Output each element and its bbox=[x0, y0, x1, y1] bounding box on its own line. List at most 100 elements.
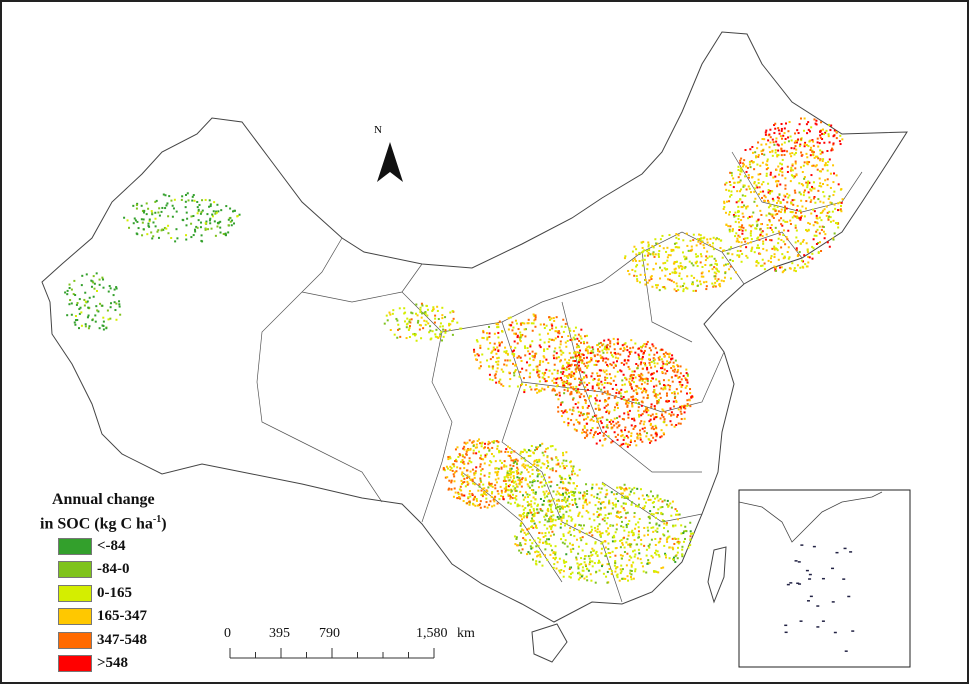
soc-pixel bbox=[639, 376, 642, 379]
soc-pixel bbox=[498, 344, 501, 347]
soc-pixel bbox=[623, 546, 626, 549]
soc-pixel bbox=[656, 402, 659, 405]
soc-pixel bbox=[625, 526, 628, 529]
soc-pixel bbox=[638, 358, 641, 361]
soc-pixel bbox=[688, 260, 691, 263]
soc-pixel bbox=[728, 181, 731, 184]
soc-pixel bbox=[793, 269, 796, 272]
soc-pixel bbox=[523, 511, 526, 514]
soc-pixel bbox=[674, 508, 677, 511]
soc-pixel bbox=[574, 491, 577, 494]
soc-pixel bbox=[642, 352, 645, 355]
soc-pixel bbox=[488, 449, 491, 452]
soc-pixel bbox=[811, 252, 814, 255]
soc-pixel bbox=[666, 503, 669, 506]
soc-pixel bbox=[522, 508, 525, 511]
soc-pixel bbox=[803, 191, 806, 194]
soc-pixel bbox=[641, 374, 644, 377]
soc-pixel bbox=[583, 431, 586, 434]
soc-pixel bbox=[586, 350, 589, 353]
soc-pixel bbox=[570, 465, 573, 468]
soc-pixel bbox=[780, 154, 783, 157]
soc-pixel bbox=[423, 311, 426, 314]
soc-pixel bbox=[659, 417, 662, 420]
soc-pixel bbox=[489, 500, 492, 503]
soc-pixel bbox=[670, 514, 673, 517]
soc-pixel bbox=[563, 499, 566, 502]
soc-pixel bbox=[583, 357, 586, 360]
soc-pixel bbox=[639, 436, 642, 439]
soc-pixel bbox=[600, 547, 603, 550]
soc-pixel bbox=[790, 211, 793, 214]
soc-pixel bbox=[787, 136, 790, 139]
soc-pixel bbox=[643, 420, 646, 423]
soc-pixel bbox=[197, 210, 200, 213]
soc-pixel bbox=[157, 229, 160, 232]
soc-pixel bbox=[610, 512, 613, 515]
soc-pixel bbox=[787, 246, 790, 249]
soc-pixel bbox=[624, 429, 627, 432]
soc-pixel bbox=[526, 322, 529, 325]
soc-pixel bbox=[794, 224, 797, 227]
soc-pixel bbox=[466, 480, 469, 483]
soc-pixel bbox=[439, 333, 442, 336]
soc-pixel bbox=[530, 511, 533, 514]
soc-pixel bbox=[795, 209, 798, 212]
soc-pixel bbox=[619, 511, 622, 514]
soc-pixel bbox=[787, 257, 790, 260]
soc-pixel bbox=[742, 215, 745, 218]
soc-pixel bbox=[724, 183, 727, 186]
soc-pixel bbox=[599, 535, 602, 538]
soc-pixel bbox=[461, 459, 464, 462]
soc-pixel bbox=[424, 323, 427, 326]
soc-pixel bbox=[782, 134, 785, 137]
soc-pixel bbox=[506, 471, 509, 474]
soc-pixel bbox=[637, 548, 640, 551]
soc-pixel bbox=[627, 413, 630, 416]
soc-pixel bbox=[211, 213, 214, 216]
inset-island bbox=[847, 595, 851, 598]
soc-pixel bbox=[238, 213, 241, 216]
soc-pixel bbox=[603, 390, 606, 393]
soc-pixel bbox=[761, 235, 764, 238]
soc-pixel bbox=[483, 446, 486, 449]
soc-pixel bbox=[618, 516, 621, 519]
soc-pixel bbox=[826, 169, 829, 172]
soc-pixel bbox=[607, 551, 610, 554]
soc-pixel bbox=[652, 268, 655, 271]
soc-pixel bbox=[757, 193, 760, 196]
soc-pixel bbox=[510, 324, 513, 327]
soc-pixel bbox=[725, 188, 728, 191]
soc-pixel bbox=[780, 148, 783, 151]
soc-pixel bbox=[621, 554, 624, 557]
soc-pixel bbox=[779, 168, 782, 171]
soc-pixel bbox=[451, 320, 454, 323]
soc-pixel bbox=[783, 141, 786, 144]
soc-pixel bbox=[522, 513, 525, 516]
soc-pixel bbox=[663, 527, 666, 530]
soc-pixel bbox=[626, 345, 629, 348]
soc-pixel bbox=[571, 398, 574, 401]
legend-title-line1: Annual change bbox=[51, 491, 155, 508]
soc-pixel bbox=[574, 368, 577, 371]
soc-pixel bbox=[812, 140, 815, 143]
soc-pixel bbox=[634, 568, 637, 571]
soc-pixel bbox=[623, 536, 626, 539]
soc-pixel bbox=[783, 132, 786, 135]
soc-pixel bbox=[578, 346, 581, 349]
soc-pixel bbox=[483, 474, 486, 477]
inset-island bbox=[809, 595, 813, 598]
soc-pixel bbox=[536, 369, 539, 372]
soc-pixel bbox=[665, 556, 668, 559]
soc-pixel bbox=[734, 235, 737, 238]
soc-pixel bbox=[762, 242, 765, 245]
soc-pixel bbox=[605, 411, 608, 414]
soc-pixel bbox=[608, 410, 611, 413]
soc-pixel bbox=[603, 516, 606, 519]
soc-pixel bbox=[796, 129, 799, 132]
soc-pixel bbox=[447, 456, 450, 459]
soc-pixel bbox=[547, 340, 550, 343]
soc-pixel bbox=[582, 569, 585, 572]
soc-pixel bbox=[629, 439, 632, 442]
soc-pixel bbox=[427, 322, 430, 325]
